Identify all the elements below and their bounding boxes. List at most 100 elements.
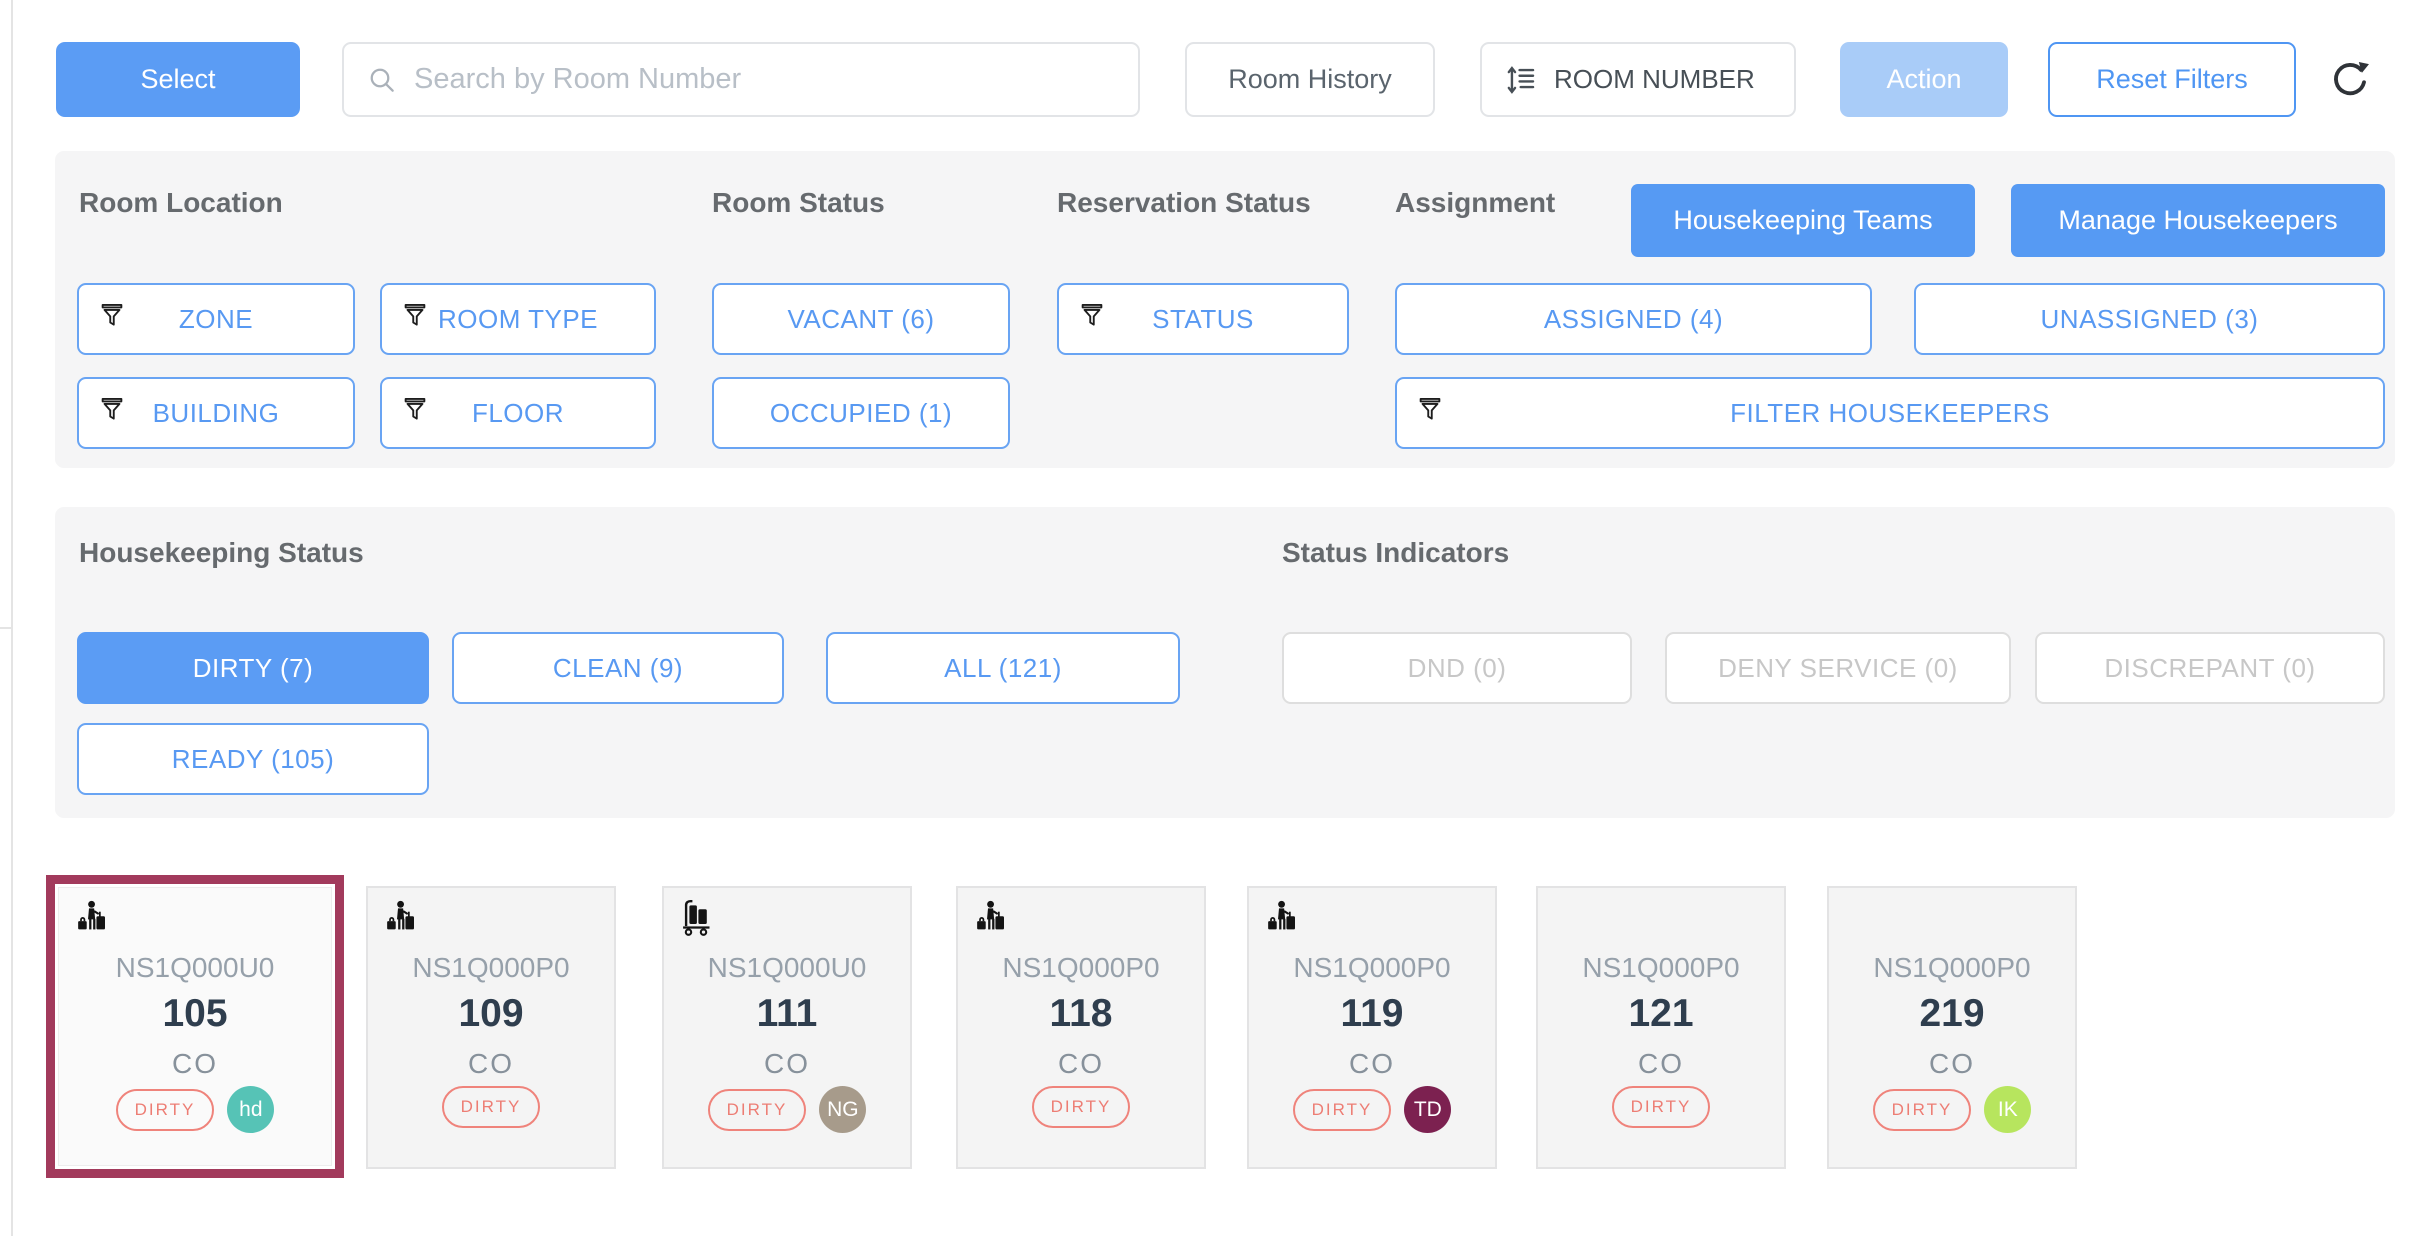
all-filter-button[interactable]: ALL (121) xyxy=(826,632,1180,704)
housekeeper-avatar: hd xyxy=(227,1086,275,1133)
sort-label: ROOM NUMBER xyxy=(1554,64,1755,94)
building-filter-button[interactable]: BUILDING xyxy=(77,377,355,449)
occupied-filter-button[interactable]: OCCUPIED (1) xyxy=(712,377,1010,449)
floor-filter-label: FLOOR xyxy=(471,397,565,428)
reservation-status-filter-button[interactable]: STATUS xyxy=(1057,283,1349,355)
room-search xyxy=(342,42,1140,117)
room-code: NS1Q000P0 xyxy=(1582,952,1740,983)
room-code: NS1Q000P0 xyxy=(412,952,570,983)
filter-housekeepers-button[interactable]: FILTER HOUSEKEEPERS xyxy=(1395,377,2385,449)
discrepant-indicator-label: DISCREPANT (0) xyxy=(2104,652,2316,683)
filter-housekeepers-label: FILTER HOUSEKEEPERS xyxy=(1730,397,2050,428)
unassigned-filter-label: UNASSIGNED (3) xyxy=(2040,303,2259,334)
reservation-status-title: Reservation Status xyxy=(1057,187,1311,218)
housekeeping-status-panel: Housekeeping Status Status Indicators DI… xyxy=(55,507,2395,818)
room-number: 109 xyxy=(458,992,524,1035)
reset-filters-button[interactable]: Reset Filters xyxy=(2048,42,2296,117)
room-card-111[interactable]: NS1Q000U0 111 CO DIRTY NG xyxy=(662,886,912,1169)
room-type-filter-button[interactable]: ROOM TYPE xyxy=(380,283,656,355)
housekeeping-status-title: Housekeeping Status xyxy=(79,537,364,568)
unassigned-filter-button[interactable]: UNASSIGNED (3) xyxy=(1914,283,2385,355)
room-card-selected-105[interactable]: NS1Q000U0 105 CO DIRTY hd xyxy=(46,875,344,1178)
dnd-indicator-button[interactable]: DND (0) xyxy=(1282,632,1632,704)
room-number: 111 xyxy=(756,992,818,1035)
deny-service-indicator-button[interactable]: DENY SERVICE (0) xyxy=(1665,632,2011,704)
funnel-icon xyxy=(400,300,430,339)
sidebar-edge-divider xyxy=(11,0,13,1236)
sort-icon xyxy=(1504,63,1538,97)
room-history-button[interactable]: Room History xyxy=(1185,42,1435,117)
room-number: 121 xyxy=(1628,992,1694,1035)
reservation-status: CO xyxy=(468,1048,514,1079)
housekeeper-avatar: NG xyxy=(819,1086,867,1133)
room-location-title: Room Location xyxy=(79,187,283,218)
reservation-status: CO xyxy=(1058,1048,1104,1079)
room-card[interactable]: NS1Q000U0 105 CO DIRTY hd xyxy=(58,887,332,1166)
room-card-119[interactable]: NS1Q000P0 119 CO DIRTY TD xyxy=(1247,886,1497,1169)
dirty-status-badge: DIRTY xyxy=(1292,1088,1392,1131)
housekeeping-teams-button[interactable]: Housekeeping Teams xyxy=(1631,184,1975,257)
room-card-118[interactable]: NS1Q000P0 118 CO DIRTY xyxy=(956,886,1206,1169)
search-input[interactable] xyxy=(412,62,1116,97)
dirty-status-badge: DIRTY xyxy=(115,1088,215,1131)
vacant-filter-label: VACANT (6) xyxy=(787,303,935,334)
room-number: 119 xyxy=(1340,992,1404,1035)
manage-housekeepers-button[interactable]: Manage Housekeepers xyxy=(2011,184,2385,257)
clean-filter-button[interactable]: CLEAN (9) xyxy=(452,632,784,704)
assigned-filter-label: ASSIGNED (4) xyxy=(1543,303,1724,334)
ready-filter-button[interactable]: READY (105) xyxy=(77,723,429,795)
dirty-filter-label: DIRTY (7) xyxy=(192,652,314,683)
room-code: NS1Q000P0 xyxy=(1002,952,1160,983)
refresh-icon[interactable] xyxy=(2326,56,2374,104)
zone-filter-label: ZONE xyxy=(178,303,254,334)
dnd-indicator-label: DND (0) xyxy=(1407,652,1507,683)
housekeeper-avatar: IK xyxy=(1984,1086,2032,1133)
room-code: NS1Q000U0 xyxy=(707,952,867,983)
room-code: NS1Q000P0 xyxy=(1293,952,1451,983)
top-bar: Select Room History ROOM NUMBER Action R… xyxy=(0,0,2410,140)
ready-filter-label: READY (105) xyxy=(171,743,335,774)
funnel-icon xyxy=(1415,394,1445,433)
room-number: 105 xyxy=(162,992,228,1035)
all-filter-label: ALL (121) xyxy=(944,652,1062,683)
dirty-status-badge: DIRTY xyxy=(441,1086,541,1128)
dirty-status-badge: DIRTY xyxy=(1031,1086,1131,1128)
dirty-status-badge: DIRTY xyxy=(1872,1088,1972,1131)
zone-filter-button[interactable]: ZONE xyxy=(77,283,355,355)
funnel-icon xyxy=(400,394,430,433)
assigned-filter-button[interactable]: ASSIGNED (4) xyxy=(1395,283,1872,355)
guest-with-luggage-icon xyxy=(73,898,113,943)
discrepant-indicator-button[interactable]: DISCREPANT (0) xyxy=(2035,632,2385,704)
reservation-status: CO xyxy=(1349,1048,1395,1079)
luggage-cart-icon xyxy=(678,898,720,943)
funnel-icon xyxy=(97,300,127,339)
dirty-status-badge: DIRTY xyxy=(1611,1086,1711,1128)
reservation-status: CO xyxy=(1638,1048,1684,1079)
assignment-title: Assignment xyxy=(1395,187,1556,218)
building-filter-label: BUILDING xyxy=(152,397,280,428)
status-indicators-title: Status Indicators xyxy=(1282,537,1510,568)
housekeeper-avatar: TD xyxy=(1404,1086,1452,1133)
clean-filter-label: CLEAN (9) xyxy=(552,652,684,683)
vacant-filter-button[interactable]: VACANT (6) xyxy=(712,283,1010,355)
action-button[interactable]: Action xyxy=(1840,42,2008,117)
room-number: 219 xyxy=(1919,992,1985,1035)
dirty-filter-button[interactable]: DIRTY (7) xyxy=(77,632,429,704)
room-status-title: Room Status xyxy=(712,187,885,218)
deny-service-indicator-label: DENY SERVICE (0) xyxy=(1718,652,1958,683)
room-card-109[interactable]: NS1Q000P0 109 CO DIRTY xyxy=(366,886,616,1169)
dirty-status-badge: DIRTY xyxy=(707,1088,807,1131)
sort-selector[interactable]: ROOM NUMBER xyxy=(1480,42,1796,117)
room-card-219[interactable]: NS1Q000P0 219 CO DIRTY IK xyxy=(1827,886,2077,1169)
room-card-121[interactable]: NS1Q000P0 121 CO DIRTY xyxy=(1536,886,1786,1169)
search-icon xyxy=(366,64,398,96)
select-button[interactable]: Select xyxy=(56,42,300,117)
room-number: 118 xyxy=(1049,992,1113,1035)
funnel-icon xyxy=(97,394,127,433)
reservation-status: CO xyxy=(1929,1048,1975,1079)
occupied-filter-label: OCCUPIED (1) xyxy=(769,397,953,428)
reservation-status: CO xyxy=(172,1048,218,1079)
sidebar-edge-tick xyxy=(0,627,11,629)
floor-filter-button[interactable]: FLOOR xyxy=(380,377,656,449)
